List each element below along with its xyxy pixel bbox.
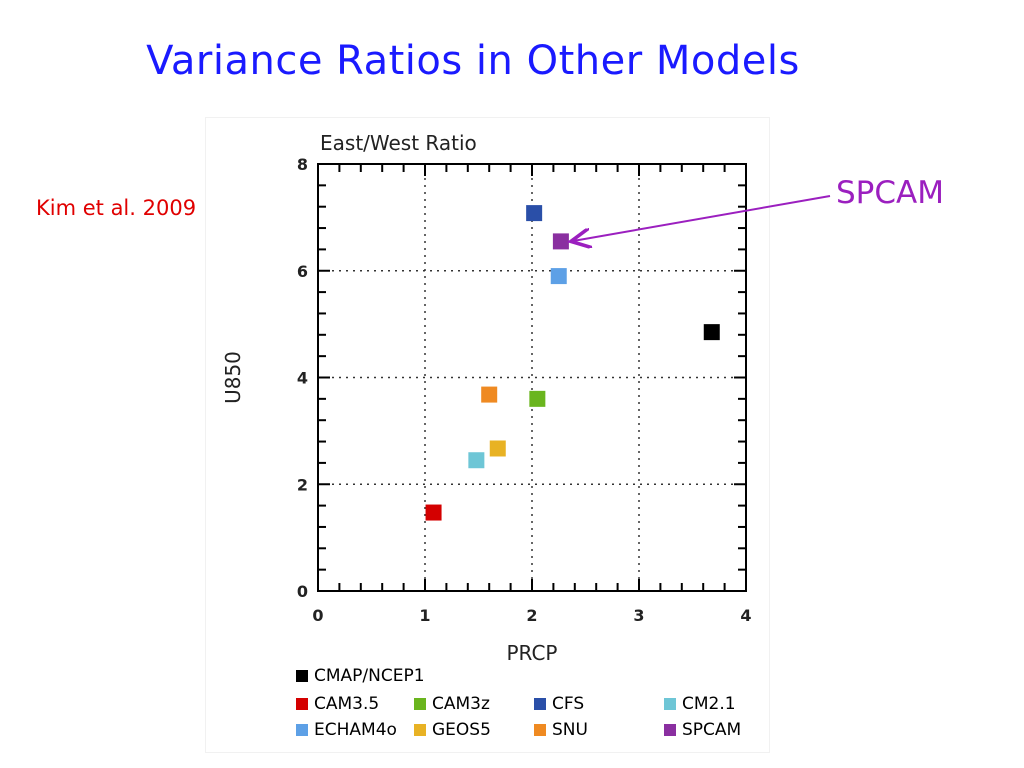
legend-label: CAM3z bbox=[432, 694, 490, 714]
legend-item: CMAP/NCEP1 bbox=[296, 666, 425, 686]
legend-swatch bbox=[664, 698, 676, 710]
y-tick-label: 8 bbox=[297, 155, 308, 174]
citation-label: Kim et al. 2009 bbox=[36, 196, 197, 220]
legend-item: SNU bbox=[534, 720, 588, 740]
legend-item: CAM3z bbox=[414, 694, 490, 714]
legend-swatch bbox=[296, 670, 308, 682]
legend-label: ECHAM4o bbox=[314, 720, 397, 740]
y-tick-label: 2 bbox=[297, 475, 308, 494]
legend-item: CFS bbox=[534, 694, 584, 714]
legend-swatch bbox=[534, 724, 546, 736]
data-point-cam3z bbox=[529, 390, 546, 407]
chart-title: East/West Ratio bbox=[320, 131, 477, 155]
callout-arrow bbox=[571, 195, 831, 241]
legend-item: SPCAM bbox=[664, 720, 741, 740]
legend-swatch bbox=[296, 698, 308, 710]
data-point-cfs bbox=[526, 205, 543, 222]
legend-label: CM2.1 bbox=[682, 694, 736, 714]
plot-frame bbox=[317, 163, 747, 592]
legend-swatch bbox=[664, 724, 676, 736]
spcam-callout-label: SPCAM bbox=[836, 175, 944, 211]
legend-item: CAM3.5 bbox=[296, 694, 379, 714]
x-tick-label: 3 bbox=[633, 606, 644, 625]
data-point-cam3-5 bbox=[425, 504, 442, 521]
x-tick-label: 4 bbox=[740, 606, 751, 625]
legend-label: CMAP/NCEP1 bbox=[314, 666, 425, 686]
x-axis-label: PRCP bbox=[507, 641, 558, 665]
data-point-geos5 bbox=[489, 440, 506, 457]
y-axis-label: U850 bbox=[221, 351, 245, 404]
legend-swatch bbox=[296, 724, 308, 736]
legend-label: GEOS5 bbox=[432, 720, 491, 740]
legend-label: CAM3.5 bbox=[314, 694, 380, 714]
legend-label: SNU bbox=[552, 720, 588, 740]
y-tick-label: 0 bbox=[297, 582, 308, 601]
legend-item: CM2.1 bbox=[664, 694, 736, 714]
data-point-snu bbox=[481, 386, 498, 403]
data-point-cm2-1 bbox=[468, 452, 485, 469]
data-point-echam4o bbox=[550, 268, 567, 285]
x-tick-label: 2 bbox=[526, 606, 537, 625]
chart-legend: CMAP/NCEP1 CAM3.5 CAM3z CFS CM2.1 ECHAM4o GEOS… bbox=[296, 666, 766, 748]
y-tick-label: 6 bbox=[297, 262, 308, 281]
legend-swatch bbox=[414, 698, 426, 710]
data-point-spcam bbox=[552, 233, 569, 250]
y-tick-label: 4 bbox=[297, 369, 308, 388]
label-layer: 0 1 2 3 4 0 2 4 6 8 bbox=[297, 155, 752, 625]
legend-label: CFS bbox=[552, 694, 585, 714]
data-point-cmap-ncep1 bbox=[703, 324, 720, 341]
legend-item: GEOS5 bbox=[414, 720, 491, 740]
grid-layer bbox=[318, 164, 746, 591]
x-tick-label: 0 bbox=[312, 606, 323, 625]
slide-title: Variance Ratios in Other Models bbox=[146, 38, 800, 84]
legend-label: SPCAM bbox=[682, 720, 742, 740]
legend-item: ECHAM4o bbox=[296, 720, 397, 740]
x-tick-label: 1 bbox=[419, 606, 430, 625]
point-layer bbox=[425, 205, 720, 521]
legend-swatch bbox=[534, 698, 546, 710]
tick-layer bbox=[317, 163, 747, 592]
legend-swatch bbox=[414, 724, 426, 736]
